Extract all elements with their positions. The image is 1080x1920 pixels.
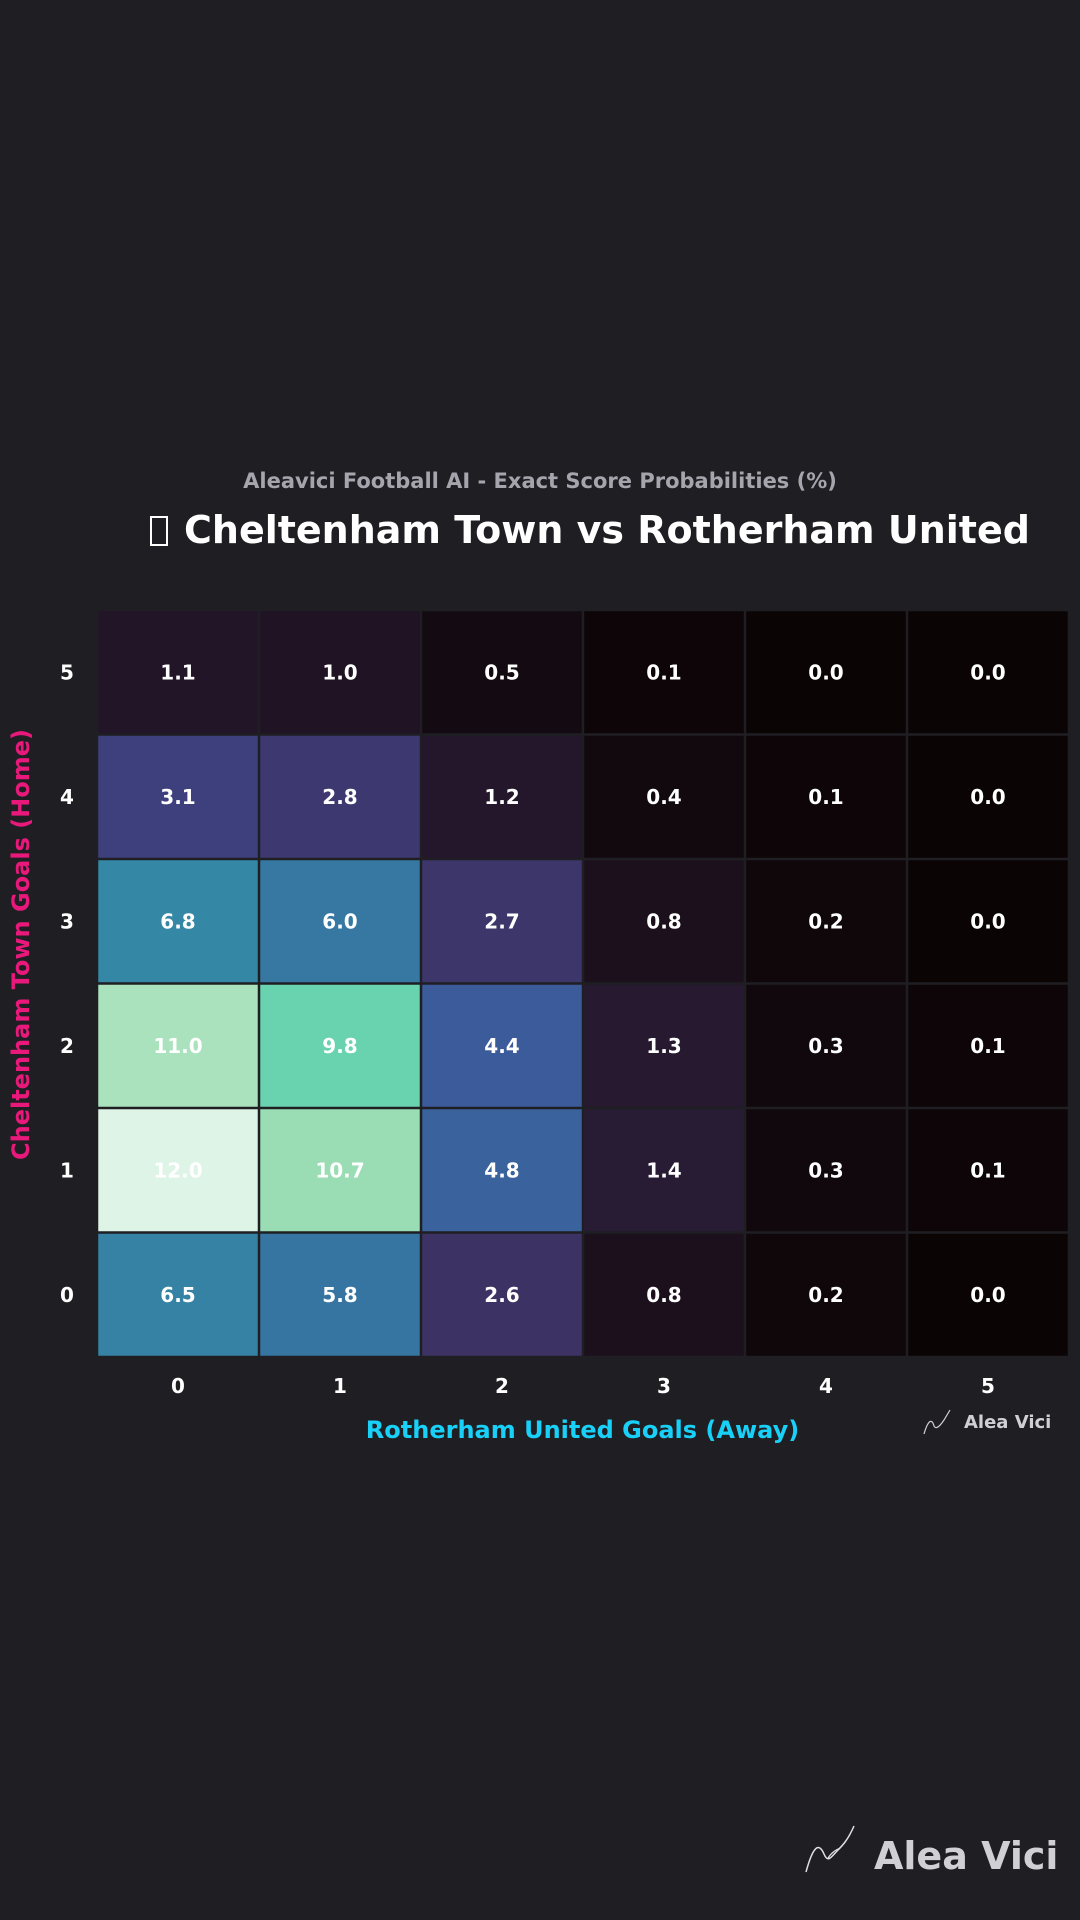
heatmap-cell — [98, 735, 258, 858]
heatmap-cell — [422, 1109, 582, 1232]
heatmap-cell — [98, 1233, 258, 1356]
heatmap-cell — [584, 984, 744, 1107]
heatmap-cell — [746, 984, 906, 1107]
heatmap-cell — [422, 735, 582, 858]
cell-value-label: 4.4 — [484, 1034, 519, 1058]
heatmap-cell — [260, 1109, 420, 1232]
heatmap-cell — [908, 611, 1068, 734]
missing-glyph-icon — [150, 516, 168, 546]
heatmap-cell — [422, 860, 582, 983]
heatmap-cell — [98, 1109, 258, 1232]
signature-icon — [805, 1825, 855, 1873]
heatmap-cell — [746, 1233, 906, 1356]
cell-value-label: 6.5 — [160, 1283, 195, 1307]
heatmap-cell — [98, 611, 258, 734]
cell-value-label: 0.3 — [808, 1158, 843, 1182]
cell-value-label: 0.1 — [970, 1034, 1005, 1058]
cell-value-label: 0.4 — [646, 785, 681, 809]
cell-value-label: 0.2 — [808, 1283, 843, 1307]
cell-value-label: 0.1 — [970, 1158, 1005, 1182]
y-tick-label: 3 — [60, 909, 74, 933]
heatmap-cell — [584, 611, 744, 734]
heatmap-cell — [98, 860, 258, 983]
watermark-large: Alea Vici — [802, 1820, 1062, 1880]
heatmap-cell — [746, 735, 906, 858]
chart-title: Cheltenham Town vs Rotherham United — [150, 508, 1030, 552]
cell-value-label: 2.7 — [484, 909, 519, 933]
heatmap-cell — [260, 611, 420, 734]
x-tick-label: 0 — [171, 1374, 185, 1398]
cell-value-label: 10.7 — [315, 1158, 364, 1182]
y-axis-label: Cheltenham Town Goals (Home) — [7, 728, 35, 1160]
cell-value-label: 0.3 — [808, 1034, 843, 1058]
cell-value-label: 0.2 — [808, 909, 843, 933]
y-tick-label: 5 — [60, 660, 74, 684]
heatmap-cell — [422, 611, 582, 734]
watermark-large-text: Alea Vici — [874, 1834, 1059, 1878]
heatmap-cell — [908, 860, 1068, 983]
cell-value-label: 0.5 — [484, 660, 519, 684]
cell-value-label: 2.6 — [484, 1283, 519, 1307]
cell-value-label: 0.0 — [970, 909, 1005, 933]
cell-value-label: 0.8 — [646, 1283, 681, 1307]
cell-value-label: 12.0 — [153, 1158, 202, 1182]
cell-value-label: 0.8 — [646, 909, 681, 933]
watermark-small: Alea Vici — [922, 1408, 1062, 1436]
x-tick-label: 3 — [657, 1374, 671, 1398]
x-tick-label: 5 — [981, 1374, 995, 1398]
chart-title-text: Cheltenham Town vs Rotherham United — [184, 508, 1030, 552]
cell-value-label: 6.8 — [160, 909, 195, 933]
heatmap-cell — [908, 1233, 1068, 1356]
heatmap-cell — [746, 611, 906, 734]
cell-value-label: 3.1 — [160, 785, 195, 809]
heatmap-cell — [908, 984, 1068, 1107]
cell-value-label: 0.1 — [808, 785, 843, 809]
heatmap-cell — [260, 860, 420, 983]
y-tick-label: 4 — [60, 785, 74, 809]
cell-value-label: 2.8 — [322, 785, 357, 809]
heatmap-cell — [584, 1109, 744, 1232]
x-tick-label: 1 — [333, 1374, 347, 1398]
cell-value-label: 1.4 — [646, 1158, 681, 1182]
heatmap-cell — [746, 1109, 906, 1232]
cell-value-label: 0.0 — [970, 785, 1005, 809]
cell-value-label: 0.0 — [808, 660, 843, 684]
heatmap-cell — [422, 1233, 582, 1356]
y-tick-label: 1 — [60, 1158, 74, 1182]
watermark-small-text: Alea Vici — [964, 1412, 1052, 1433]
cell-value-label: 5.8 — [322, 1283, 357, 1307]
heatmap-cell — [584, 860, 744, 983]
heatmap-cell — [584, 1233, 744, 1356]
heatmap-cell — [98, 984, 258, 1107]
heatmap-cell — [584, 735, 744, 858]
signature-icon — [923, 1409, 951, 1435]
heatmap-cell — [260, 735, 420, 858]
cell-value-label: 6.0 — [322, 909, 357, 933]
chart-subtitle: Aleavici Football AI - Exact Score Proba… — [243, 469, 837, 493]
cell-value-label: 1.0 — [322, 660, 357, 684]
cell-value-label: 11.0 — [153, 1034, 202, 1058]
heatmap-cell — [260, 984, 420, 1107]
cell-value-label: 9.8 — [322, 1034, 357, 1058]
heatmap-cell — [422, 984, 582, 1107]
cell-value-label: 1.3 — [646, 1034, 681, 1058]
y-tick-label: 0 — [60, 1283, 74, 1307]
heatmap-cell — [908, 735, 1068, 858]
heatmap-cell — [746, 860, 906, 983]
y-tick-label: 2 — [60, 1034, 74, 1058]
cell-value-label: 1.1 — [160, 660, 195, 684]
heatmap-cell — [908, 1109, 1068, 1232]
x-tick-label: 4 — [819, 1374, 833, 1398]
cell-value-label: 0.0 — [970, 1283, 1005, 1307]
heatmap-cell — [260, 1233, 420, 1356]
cell-value-label: 0.1 — [646, 660, 681, 684]
cell-value-label: 1.2 — [484, 785, 519, 809]
x-tick-label: 2 — [495, 1374, 509, 1398]
x-axis-label: Rotherham United Goals (Away) — [365, 1416, 800, 1444]
cell-value-label: 0.0 — [970, 660, 1005, 684]
cell-value-label: 4.8 — [484, 1158, 519, 1182]
